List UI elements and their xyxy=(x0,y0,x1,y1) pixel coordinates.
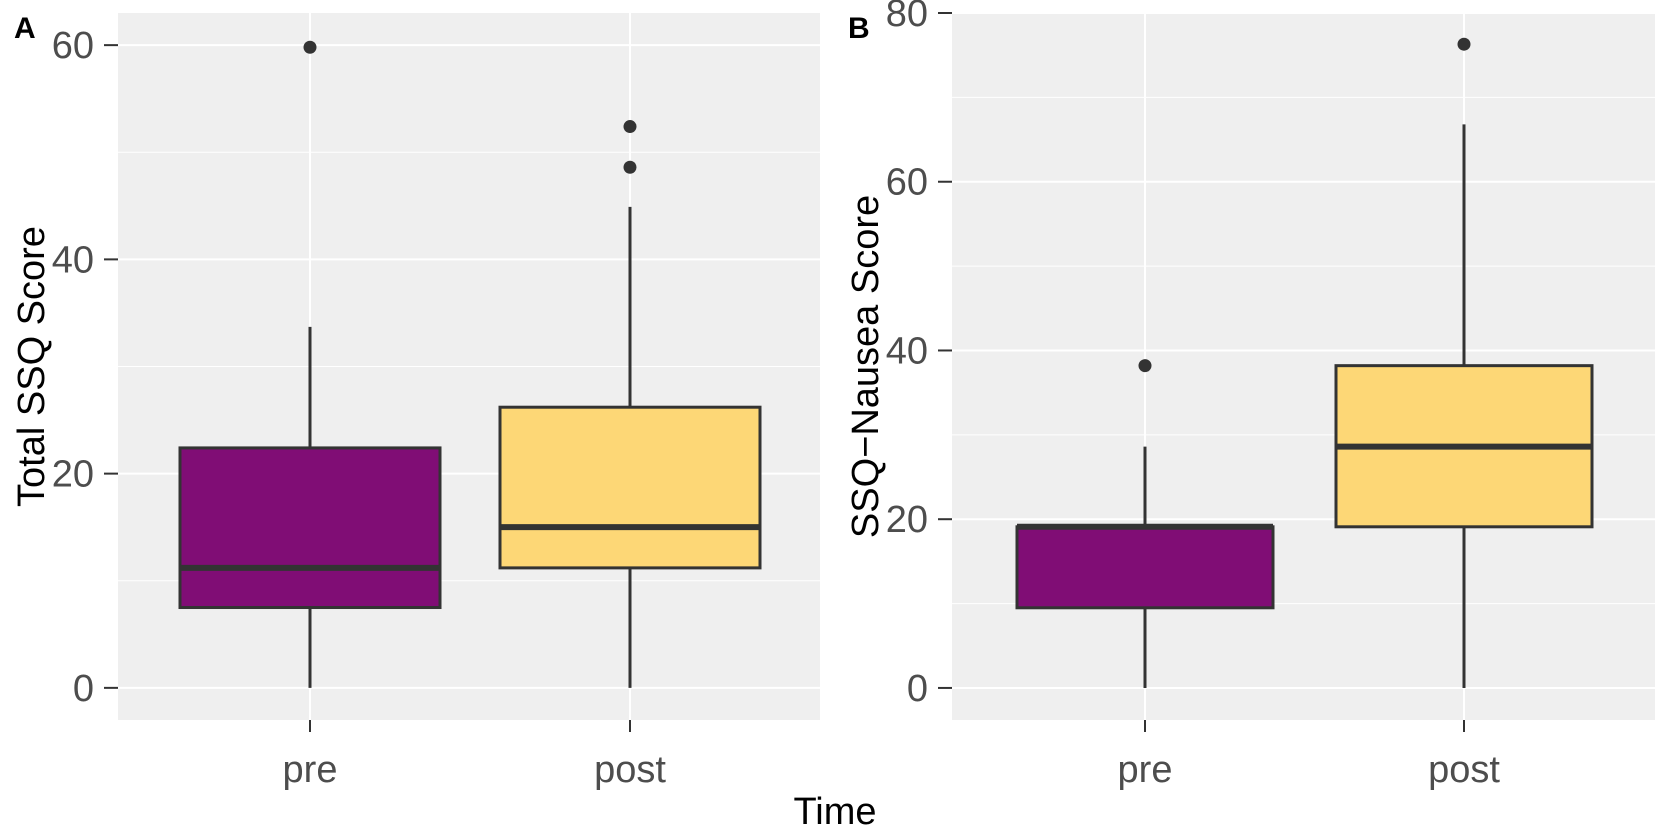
y-tick-label: 40 xyxy=(52,239,94,281)
y-tick-label: 60 xyxy=(886,162,928,204)
panel-a: 0 20 40 60 pre post Total SSQ Score A xyxy=(11,12,820,791)
y-tick-label: 80 xyxy=(886,0,928,35)
x-tick-label: post xyxy=(594,749,666,791)
panel-label: A xyxy=(14,12,36,45)
y-tick-label: 40 xyxy=(886,330,928,372)
outlier-point xyxy=(623,160,637,174)
boxplot-pre xyxy=(1015,359,1275,688)
outlier-point xyxy=(303,40,317,54)
boxplot-pre xyxy=(178,40,442,688)
iqr-box xyxy=(498,405,762,570)
boxplot-post xyxy=(498,120,762,688)
outlier-point xyxy=(623,120,637,134)
outlier-point xyxy=(1457,37,1471,51)
panel-b: 0 20 40 60 80 pre post SSQ−Nausea Score B xyxy=(845,0,1655,791)
y-axis-title: Total SSQ Score xyxy=(11,226,53,507)
y-tick-label: 60 xyxy=(52,25,94,67)
outlier-point xyxy=(1138,359,1152,373)
y-tick-label: 20 xyxy=(886,499,928,541)
y-tick-label: 20 xyxy=(52,454,94,496)
iqr-box xyxy=(178,446,442,610)
y-axis-title: SSQ−Nausea Score xyxy=(845,195,887,538)
iqr-box xyxy=(1015,525,1275,610)
panel-label: B xyxy=(848,12,870,45)
x-axis-title: Time xyxy=(793,791,876,830)
x-tick-label: post xyxy=(1428,749,1500,791)
x-tick-label: pre xyxy=(1118,749,1173,791)
x-tick-label: pre xyxy=(283,749,338,791)
boxplot-post xyxy=(1334,37,1594,688)
y-tick-label: 0 xyxy=(73,668,94,710)
y-tick-label: 0 xyxy=(907,668,928,710)
